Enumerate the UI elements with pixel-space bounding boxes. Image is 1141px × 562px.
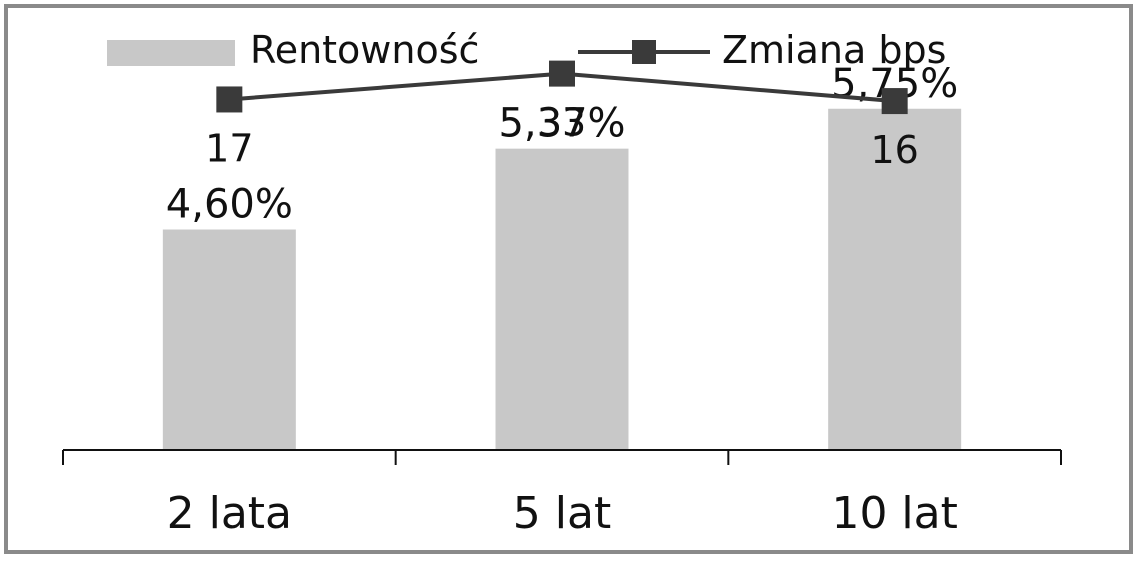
- x-tick-label-2: 10 lat: [831, 488, 957, 539]
- legend-swatch-rentownosc: [107, 40, 235, 66]
- bars-group: [162, 108, 962, 450]
- legend: Rentowność Zmiana bps: [107, 28, 946, 72]
- bar-2: [828, 108, 962, 450]
- legend-marker-zmiana: [632, 40, 656, 64]
- line-point-2: [881, 88, 908, 115]
- bar-1: [495, 148, 629, 450]
- x-tick-label-1: 5 lat: [513, 488, 611, 539]
- line-label-0: 17: [205, 126, 253, 170]
- bar-0: [162, 229, 296, 450]
- bar-label-0: 4,60%: [166, 182, 293, 228]
- line-point-1: [549, 60, 575, 87]
- x-axis: 2 lata 5 lat 10 lat: [62, 449, 1062, 539]
- line-label-2: 16: [870, 128, 918, 172]
- line-point-0: [216, 86, 243, 113]
- line-group: 17 33 16: [205, 60, 919, 172]
- x-tick-label-0: 2 lata: [167, 488, 292, 539]
- legend-label-rentownosc: Rentowność: [250, 28, 479, 72]
- bar-label-1: 5,37%: [498, 101, 625, 147]
- line-label-1: 33: [538, 101, 586, 145]
- legend-label-zmiana: Zmiana bps: [722, 28, 946, 72]
